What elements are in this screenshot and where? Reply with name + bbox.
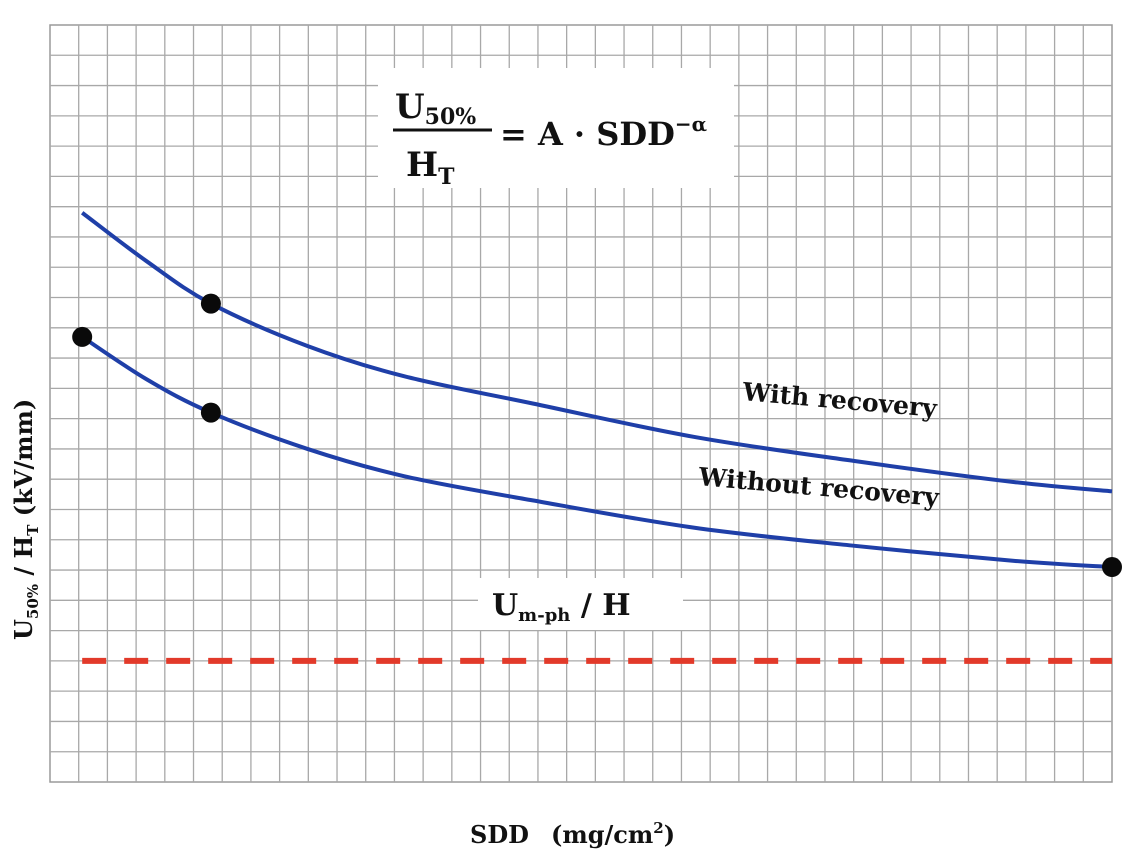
- data-point-marker: [200, 293, 221, 314]
- formula-numerator: U50%: [395, 87, 476, 130]
- data-point-marker: [200, 402, 221, 423]
- formula-denominator: HT: [406, 145, 455, 190]
- threshold-label-text: Um-ph / H: [492, 588, 631, 626]
- series-group: [72, 211, 1122, 578]
- formula-annotation: U50% HT = A · SDD−α: [378, 68, 734, 190]
- y-axis-label: U50% / HT (kV/mm): [9, 399, 42, 640]
- x-axis-label: SDD (mg/cm2): [470, 819, 675, 849]
- data-point-marker: [1102, 557, 1122, 578]
- series-line-with-recovery: [80, 211, 1113, 494]
- threshold-label: Um-ph / H: [478, 578, 683, 630]
- series-line-without-recovery: [81, 335, 1113, 570]
- data-point-marker: [72, 326, 93, 347]
- formula-rhs: = A · SDD−α: [500, 112, 707, 153]
